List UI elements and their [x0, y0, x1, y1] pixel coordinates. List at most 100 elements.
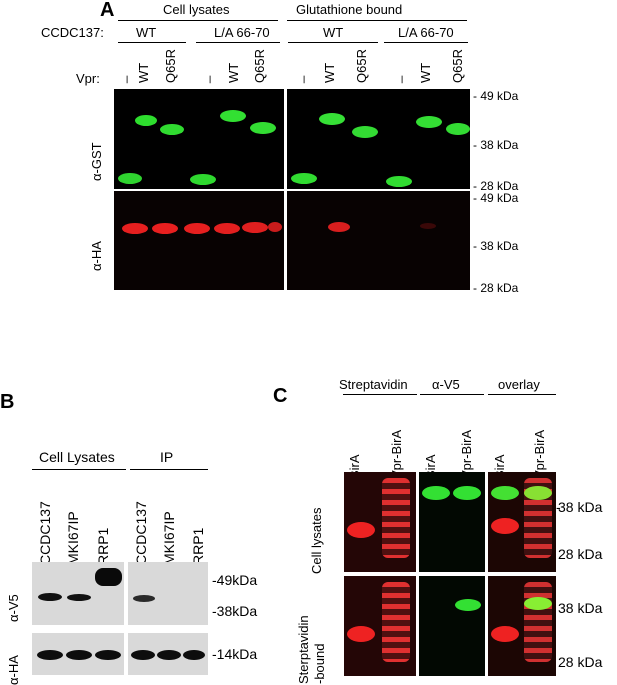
overlay-band: [491, 486, 519, 500]
gst-band: [446, 123, 470, 135]
mw-tick: -: [556, 499, 561, 515]
v5-band: [95, 568, 122, 586]
ha-band: [214, 223, 240, 234]
ha-band: [157, 650, 181, 660]
gst-band: [190, 174, 216, 185]
lane-label: _: [290, 75, 305, 83]
panel-a-header-glutathione-bound: Glutathione bound: [296, 2, 403, 17]
ha-band: [184, 223, 210, 234]
panel-c-header-overlay: overlay: [498, 377, 540, 392]
lane-label: Q65R: [354, 49, 369, 83]
lane-label: MKI67IP: [161, 511, 177, 565]
lane-label: Q65R: [252, 49, 267, 83]
panel-c-blot-overlay-lysate: [488, 472, 556, 572]
overlay-band: [491, 518, 519, 534]
ha-band: [152, 223, 178, 234]
panel-b-blot-ha-ip: [128, 633, 208, 675]
gst-band: [160, 124, 184, 135]
ha-band: [328, 222, 350, 232]
gst-band: [250, 122, 276, 134]
mw-marker: -38kDa: [212, 603, 258, 619]
row-label-anti-ha: α-HA: [6, 655, 21, 685]
lane-label: RRP1: [95, 527, 111, 565]
row-label-streptavidin-bound-1: Sterptavidin: [296, 615, 311, 684]
ha-band: [242, 222, 268, 233]
mw-marker: - 38 kDa: [473, 239, 519, 253]
mw-marker: 38 kDa: [558, 499, 603, 515]
strep-ladder: [382, 478, 410, 558]
ha-band: [95, 650, 121, 660]
v5-band: [38, 593, 62, 601]
mw-marker: -14kDa: [212, 646, 258, 662]
panel-c-header-streptavidin: Streptavidin: [339, 377, 408, 392]
group-underline-4: [384, 42, 468, 43]
panel-c-blot-v5-lysate: [419, 472, 485, 572]
panel-a-header-underline-left: [118, 20, 278, 21]
panel-c-blot-strep-lysate: [344, 472, 416, 572]
mw-marker: - 28 kDa: [473, 281, 519, 295]
lane-label: WT: [226, 62, 241, 83]
v5-band: [455, 599, 481, 611]
gst-band: [220, 110, 246, 122]
v5-band: [133, 595, 155, 602]
group-underline-3: [288, 42, 378, 43]
panel-b-blot-ha-lysate: [32, 633, 124, 675]
panel-b-header-underline-left: [32, 469, 126, 470]
gst-band: [319, 113, 345, 125]
panel-a-blot-top: [114, 89, 470, 189]
gst-band: [291, 173, 317, 184]
lane-label: _: [113, 75, 128, 83]
mw-marker: 28 kDa: [558, 654, 603, 670]
panel-b-header-cell-lysates: Cell Lysates: [39, 449, 115, 465]
mw-marker: - 38 kDa: [473, 138, 519, 152]
group-underline-1: [118, 42, 186, 43]
panel-c-blot-v5-bound: [419, 576, 485, 676]
overlay-band: [524, 597, 552, 610]
row-label-anti-ha: α-HA: [89, 241, 104, 271]
ha-band: [37, 650, 63, 660]
panel-c-blot-overlay-bound: [488, 576, 556, 676]
row-label-streptavidin-bound-2: -bound: [312, 643, 327, 684]
ha-band: [183, 650, 205, 660]
group-underline-2: [196, 42, 280, 43]
gst-band: [135, 115, 157, 126]
lane-label: CCDC137: [133, 501, 149, 565]
panel-a-header-cell-lysates: Cell lysates: [163, 2, 230, 17]
gst-band: [352, 126, 378, 138]
lane-label: WT: [418, 62, 433, 83]
ccdc137-label: CCDC137:: [41, 25, 104, 40]
lane-label: WT: [322, 62, 337, 83]
lane-label: Q65R: [450, 49, 465, 83]
group-label-wt-bound: WT: [323, 25, 344, 40]
group-label-la-lysate: L/A 66-70: [214, 25, 270, 40]
gst-band: [118, 173, 142, 184]
row-label-anti-v5: α-V5: [6, 594, 21, 622]
lane-label: Q65R: [163, 49, 178, 83]
panel-c-blot-strep-bound: [344, 576, 416, 676]
panel-a-blot-bottom: [114, 191, 470, 290]
v5-band: [67, 594, 91, 601]
lane-label: _: [196, 75, 211, 83]
ha-band-faint: [420, 223, 436, 229]
lane-label: RRP1: [190, 527, 206, 565]
panel-b-header-underline-right: [130, 469, 208, 470]
v5-band: [422, 486, 450, 500]
mw-marker: - 28 kDa: [473, 179, 519, 193]
lane-label: CCDC137: [37, 501, 53, 565]
ha-band: [131, 650, 155, 660]
mw-marker: -49kDa: [212, 572, 258, 588]
panel-c-header-underline-1: [343, 394, 417, 395]
panel-c-letter: C: [273, 385, 288, 407]
blot-divider: [284, 191, 287, 290]
ha-band: [122, 223, 148, 234]
group-label-la-bound: L/A 66-70: [398, 25, 454, 40]
panel-c-header-anti-v5: α-V5: [432, 377, 460, 392]
gst-band: [386, 176, 412, 187]
panel-c-header-underline-3: [488, 394, 556, 395]
mw-marker: 38 kDa: [558, 600, 603, 616]
strep-band: [347, 626, 375, 642]
ha-band: [66, 650, 92, 660]
overlay-ladder: [524, 582, 552, 662]
panel-c-header-underline-2: [420, 394, 484, 395]
row-label-cell-lysates: Cell lysates: [309, 507, 324, 574]
